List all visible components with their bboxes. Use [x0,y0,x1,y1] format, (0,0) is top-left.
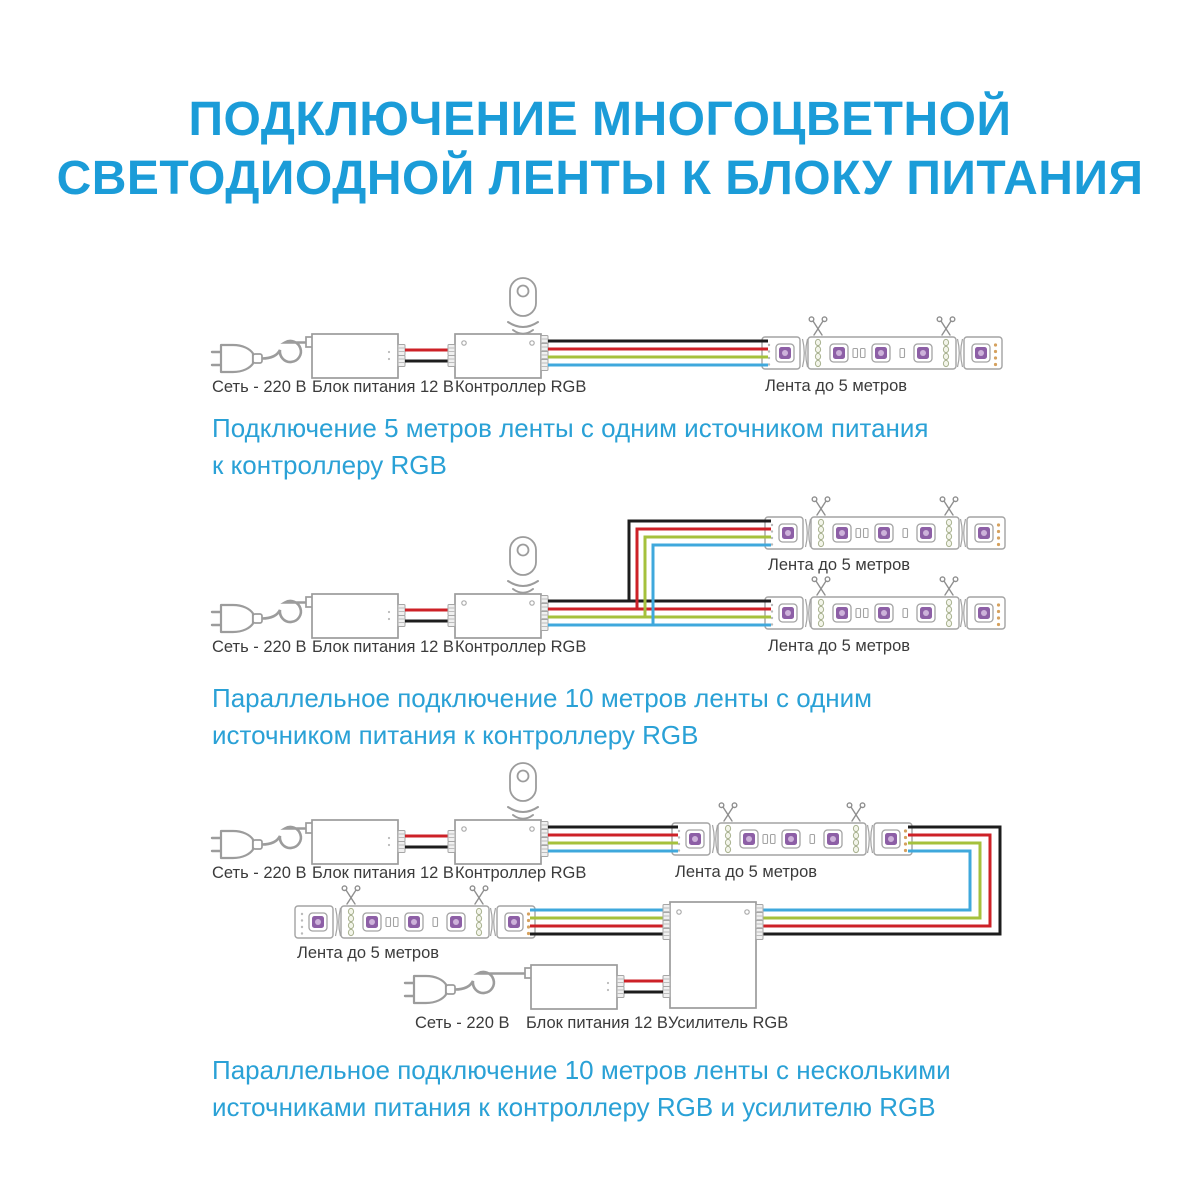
psu-box [306,820,405,864]
rgb-amplifier-box [663,902,763,1008]
wire-black-branch [627,519,771,601]
psu-box [306,594,405,638]
mains-label: Сеть - 220 В [415,1014,509,1032]
page-title-line2: СВЕТОДИОДНОЙ ЛЕНТЫ К БЛОКУ ПИТАНИЯ [56,152,1144,205]
remote-control-icon [507,536,539,594]
caption-2-line2: источником питания к контроллеру RGB [212,720,699,750]
power-plug-icon [210,599,308,634]
led-strip-icon [762,317,1002,369]
mains-label: Сеть - 220 В [212,864,306,882]
psu-to-controller-wires [405,834,448,849]
power-plug-icon [403,970,501,1005]
caption-diagram-2: Параллельное подключение 10 метров ленты… [212,680,872,754]
controller-label: Контроллер RGB [455,378,586,396]
led-strip-icon [765,497,1005,549]
caption-3-line1: Параллельное подключение 10 метров ленты… [212,1055,951,1085]
wire-red-branch [635,527,771,609]
psu-label: Блок питания 12 В [312,378,454,396]
led-strip-icon [672,803,912,855]
controller-to-strips-branch-wires [548,519,771,627]
diagram-single-strip: Сеть - 220 В Блок питания 12 В Контролле… [210,277,1200,396]
rgb-controller-box [448,594,548,638]
remote-control-icon [507,277,539,335]
wire-red [763,833,992,928]
caption-diagram-3: Параллельное подключение 10 метров ленты… [212,1052,951,1126]
controller-label: Контроллер RGB [455,864,586,882]
controller-to-strip-wires [548,339,768,367]
page-title-line1: ПОДКЛЮЧЕНИЕ МНОГОЦВЕТНОЙ [188,93,1012,146]
psu-label: Блок питания 12 В [312,638,454,656]
strip-label: Лента до 5 метров [297,944,439,962]
caption-1-line2: к контроллеру RGB [212,450,447,480]
psu-label: Блок питания 12 В [526,1014,668,1032]
controller-to-strip-wires [548,825,678,853]
strip-label: Лента до 5 метров [768,556,910,574]
power-plug-icon [210,339,308,374]
psu-to-controller-wires [405,608,448,623]
psu2-to-amplifier-wires [624,979,663,994]
diagram-parallel-two-strips: Сеть - 220 В Блок питания 12 В Контролле… [210,495,1200,656]
caption-2-line1: Параллельное подключение 10 метров ленты… [212,683,873,713]
strip-label: Лента до 5 метров [675,863,817,881]
strip-label: Лента до 5 метров [765,377,907,395]
wire-black [763,825,1002,936]
amplifier-to-strip2-wires [530,908,663,936]
mains-label: Сеть - 220 В [212,638,306,656]
rgb-controller-box [448,820,548,864]
rgb-controller-box [448,334,548,378]
wire-green [763,841,982,920]
strip-label: Лента до 5 метров [768,637,910,655]
led-strip-icon [765,577,1005,629]
psu-box [525,965,624,1009]
wire-blue-branch [651,543,771,625]
amplifier-label: Усилитель RGB [668,1014,788,1032]
led-strip-icon [295,886,535,938]
page-title: ПОДКЛЮЧЕНИЕ МНОГОЦВЕТНОЙ СВЕТОДИОДНОЙ ЛЕ… [0,90,1200,208]
caption-1-line1: Подключение 5 метров ленты с одним источ… [212,413,929,443]
psu-label: Блок питания 12 В [312,864,454,882]
controller-label: Контроллер RGB [455,638,586,656]
diagram-amplifier: Сеть - 220 В Блок питания 12 В Контролле… [210,762,1002,1032]
psu-to-controller-wires [405,348,448,363]
strip-to-amplifier-loop-wires [763,825,1002,936]
caption-diagram-1: Подключение 5 метров ленты с одним источ… [212,410,929,484]
psu-box [306,334,405,378]
mains-label: Сеть - 220 В [212,378,306,396]
power-plug-icon [210,825,308,860]
wire-blue [763,849,972,912]
remote-control-icon [507,762,539,820]
wire-green-branch [643,535,771,617]
caption-3-line2: источниками питания к контроллеру RGB и … [212,1092,936,1122]
